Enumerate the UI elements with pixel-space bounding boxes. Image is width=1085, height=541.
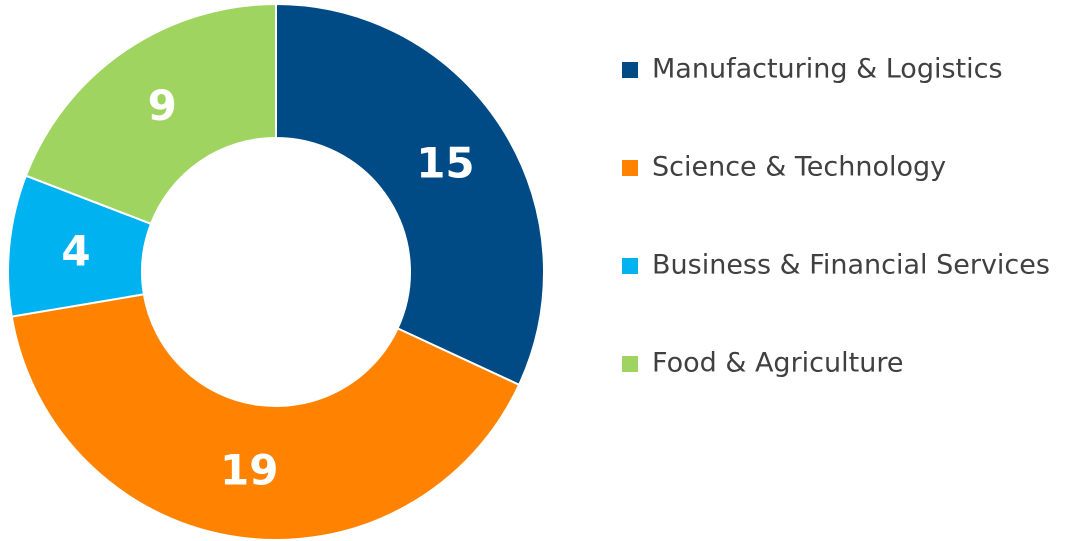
slice [275, 2, 545, 387]
data-label: 9 [148, 81, 177, 130]
legend-label: Business & Financial Services [652, 250, 1050, 281]
legend-label: Science & Technology [652, 152, 946, 183]
legend-swatch [622, 258, 638, 274]
data-label: 4 [61, 226, 90, 275]
legend-swatch [622, 62, 638, 78]
legend-swatch [622, 356, 638, 372]
legend-label: Manufacturing & Logistics [652, 54, 1003, 85]
data-label: 19 [220, 446, 278, 495]
legend-label: Food & Agriculture [652, 348, 903, 379]
slice [24, 2, 277, 226]
slice [10, 293, 521, 541]
legend-swatch [622, 160, 638, 176]
data-label: 15 [416, 138, 474, 187]
